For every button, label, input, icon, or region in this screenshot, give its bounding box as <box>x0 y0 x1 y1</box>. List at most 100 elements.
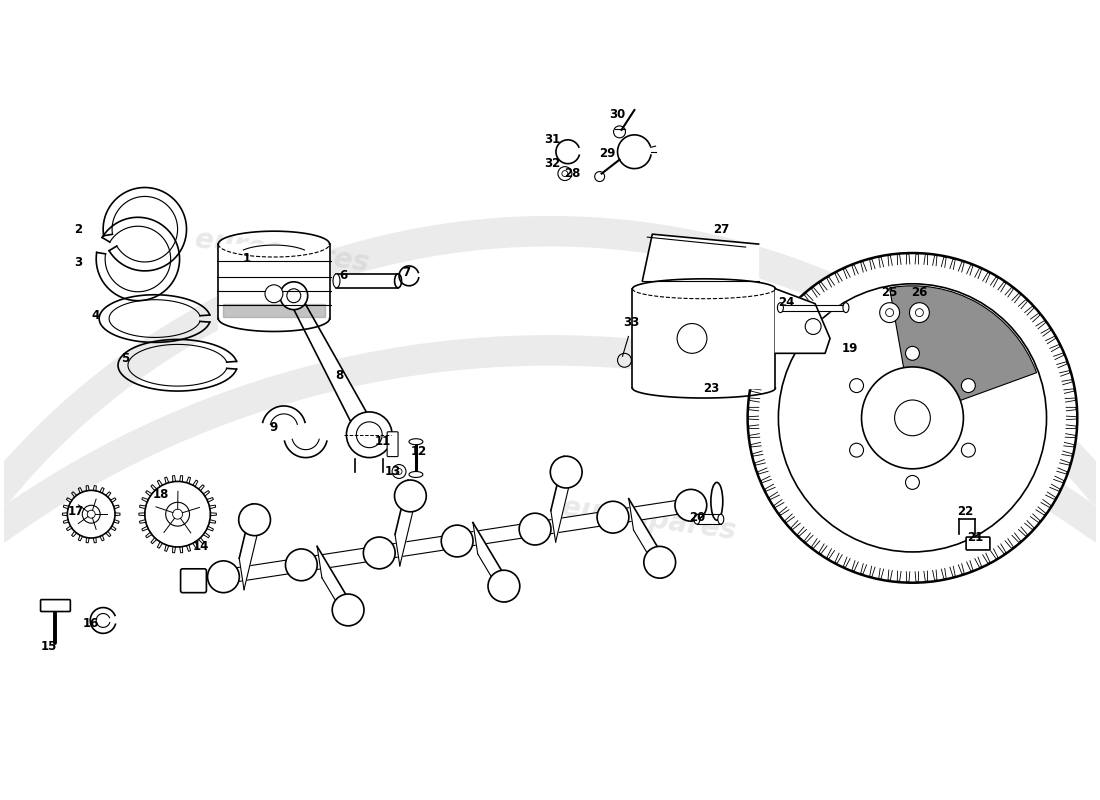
FancyBboxPatch shape <box>180 569 207 593</box>
Ellipse shape <box>718 514 724 524</box>
Polygon shape <box>378 534 459 560</box>
Wedge shape <box>890 286 1036 401</box>
Text: 25: 25 <box>881 286 898 299</box>
Polygon shape <box>222 558 302 584</box>
Circle shape <box>675 490 707 521</box>
Text: 4: 4 <box>91 309 99 322</box>
Circle shape <box>332 594 364 626</box>
Text: 20: 20 <box>689 510 705 524</box>
Polygon shape <box>551 456 569 542</box>
Text: 11: 11 <box>375 435 392 448</box>
Polygon shape <box>388 433 397 456</box>
Polygon shape <box>629 498 662 578</box>
Circle shape <box>67 490 116 538</box>
Ellipse shape <box>843 302 849 313</box>
Text: 8: 8 <box>336 369 343 382</box>
Polygon shape <box>317 546 351 626</box>
Circle shape <box>905 475 920 490</box>
Text: 7: 7 <box>402 266 410 279</box>
Circle shape <box>279 282 308 310</box>
Circle shape <box>880 302 900 322</box>
Circle shape <box>286 549 317 581</box>
Polygon shape <box>287 296 380 434</box>
Circle shape <box>910 302 930 322</box>
Circle shape <box>748 253 1077 582</box>
Circle shape <box>363 537 395 569</box>
Circle shape <box>265 285 283 302</box>
Text: 15: 15 <box>41 640 57 653</box>
Text: eurospares: eurospares <box>561 493 738 546</box>
Circle shape <box>779 284 1046 552</box>
Text: 24: 24 <box>778 296 794 309</box>
Circle shape <box>392 465 406 478</box>
Ellipse shape <box>409 471 422 478</box>
Ellipse shape <box>694 514 700 524</box>
Circle shape <box>849 443 864 457</box>
Text: 17: 17 <box>67 505 84 518</box>
Ellipse shape <box>711 482 723 520</box>
Text: 19: 19 <box>842 342 858 355</box>
Text: 33: 33 <box>624 316 639 329</box>
Text: 26: 26 <box>911 286 927 299</box>
Text: 29: 29 <box>600 147 616 160</box>
Text: 30: 30 <box>609 107 626 121</box>
Polygon shape <box>534 510 614 536</box>
Text: 18: 18 <box>153 488 169 501</box>
Circle shape <box>145 482 210 547</box>
Circle shape <box>849 378 864 393</box>
Text: 32: 32 <box>543 157 560 170</box>
Circle shape <box>644 546 675 578</box>
Text: 12: 12 <box>410 445 427 458</box>
Polygon shape <box>337 274 398 288</box>
Text: 16: 16 <box>82 617 99 630</box>
Polygon shape <box>395 480 412 566</box>
Polygon shape <box>642 234 759 281</box>
Text: 27: 27 <box>713 222 729 236</box>
Polygon shape <box>697 514 720 524</box>
Circle shape <box>961 443 976 457</box>
Circle shape <box>519 514 551 545</box>
Polygon shape <box>473 522 506 602</box>
Text: 21: 21 <box>967 530 983 543</box>
Circle shape <box>208 561 240 593</box>
Circle shape <box>558 166 572 181</box>
Polygon shape <box>186 571 201 590</box>
Circle shape <box>894 400 931 436</box>
Circle shape <box>861 367 964 469</box>
FancyBboxPatch shape <box>41 600 70 611</box>
FancyBboxPatch shape <box>387 432 398 457</box>
Text: 2: 2 <box>74 222 82 236</box>
Ellipse shape <box>395 274 402 288</box>
Circle shape <box>905 346 920 360</box>
Polygon shape <box>300 546 381 572</box>
Text: 5: 5 <box>121 352 129 365</box>
Polygon shape <box>456 522 536 548</box>
Text: 22: 22 <box>957 505 974 518</box>
Polygon shape <box>612 498 692 524</box>
Text: 9: 9 <box>270 422 278 434</box>
Circle shape <box>488 570 520 602</box>
Circle shape <box>166 502 189 526</box>
Circle shape <box>597 502 629 533</box>
Text: 3: 3 <box>74 257 82 270</box>
Polygon shape <box>776 289 830 354</box>
Ellipse shape <box>333 274 340 288</box>
Text: 31: 31 <box>543 134 560 146</box>
Circle shape <box>441 525 473 557</box>
Text: 1: 1 <box>243 253 251 266</box>
Text: 28: 28 <box>563 167 580 180</box>
Circle shape <box>550 456 582 488</box>
Circle shape <box>239 504 271 536</box>
Circle shape <box>346 412 392 458</box>
Text: 6: 6 <box>339 270 348 282</box>
Text: eurospares: eurospares <box>192 225 371 277</box>
FancyBboxPatch shape <box>966 537 990 550</box>
Circle shape <box>395 480 427 512</box>
Polygon shape <box>239 504 257 590</box>
Text: 13: 13 <box>385 465 402 478</box>
Circle shape <box>82 506 100 523</box>
Polygon shape <box>218 244 330 329</box>
Polygon shape <box>780 305 846 310</box>
Ellipse shape <box>409 438 422 445</box>
Text: 14: 14 <box>192 541 209 554</box>
